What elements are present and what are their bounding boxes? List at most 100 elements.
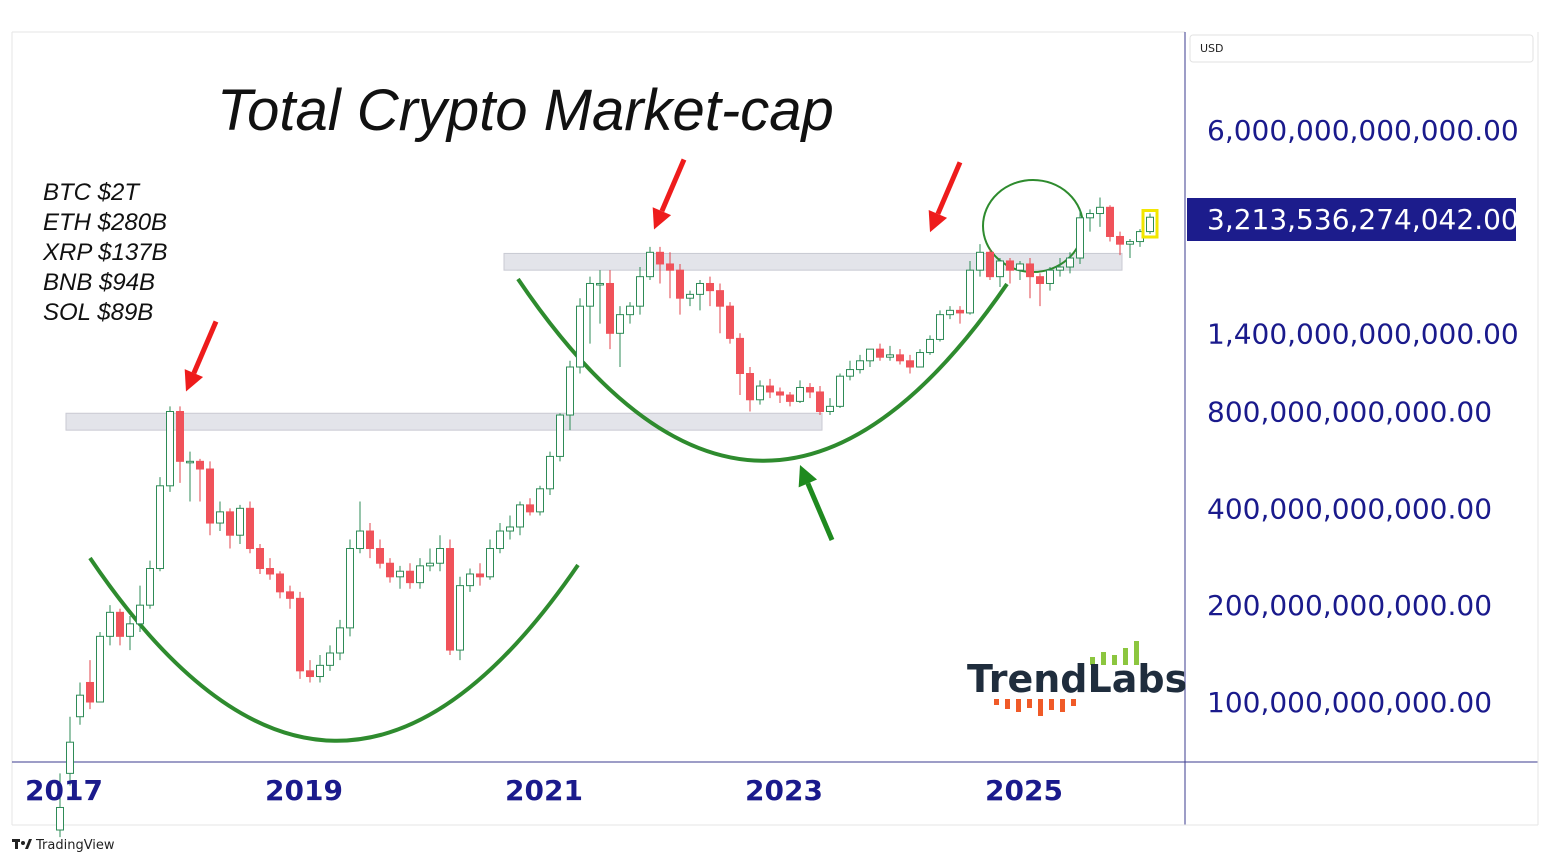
candle bbox=[666, 252, 674, 299]
price-tick: 100,000,000,000.00 bbox=[1207, 686, 1492, 719]
candle bbox=[396, 565, 404, 589]
candle bbox=[1076, 209, 1084, 264]
candle bbox=[546, 451, 554, 496]
time-axis[interactable]: 2017 2019 2021 2023 2025 bbox=[25, 774, 1063, 807]
arrows bbox=[184, 158, 963, 541]
price-tick: 1,400,000,000,000.00 bbox=[1207, 317, 1519, 350]
candle bbox=[1066, 252, 1074, 274]
logo-bars-down-icon bbox=[994, 699, 1076, 716]
candle bbox=[146, 560, 154, 609]
candle bbox=[726, 302, 734, 344]
candle bbox=[216, 501, 224, 532]
candle bbox=[76, 682, 84, 725]
candle bbox=[426, 548, 434, 572]
candle bbox=[196, 458, 204, 502]
candle bbox=[746, 367, 754, 412]
candle bbox=[966, 260, 974, 315]
candle bbox=[306, 660, 314, 683]
candle bbox=[616, 306, 624, 368]
candle bbox=[496, 523, 504, 554]
last-candle-highlight bbox=[1141, 209, 1159, 239]
candle bbox=[836, 373, 844, 409]
candle bbox=[356, 501, 364, 554]
candle bbox=[646, 246, 654, 281]
candle bbox=[576, 298, 584, 374]
candle bbox=[906, 354, 914, 374]
candle bbox=[926, 335, 934, 355]
candle bbox=[176, 406, 184, 483]
candle bbox=[376, 539, 384, 569]
candle bbox=[596, 270, 604, 324]
candle bbox=[566, 360, 574, 431]
candle bbox=[996, 258, 1004, 288]
candle bbox=[286, 585, 294, 609]
candle bbox=[1146, 213, 1154, 235]
candle bbox=[486, 539, 494, 580]
candle bbox=[756, 380, 764, 405]
price-tick: 6,000,000,000,000.00 bbox=[1207, 114, 1519, 147]
candle bbox=[476, 563, 484, 586]
holding-sol: SOL $89B bbox=[43, 299, 153, 326]
resistance-zone bbox=[65, 412, 823, 431]
year-tick: 2023 bbox=[745, 774, 823, 807]
candle bbox=[786, 391, 794, 407]
candle bbox=[916, 349, 924, 368]
candle bbox=[736, 333, 744, 396]
candle bbox=[976, 244, 984, 277]
holding-btc: BTC $2T bbox=[43, 179, 141, 206]
candle bbox=[536, 485, 544, 516]
year-tick: 2019 bbox=[265, 774, 343, 807]
price-tick: 400,000,000,000.00 bbox=[1207, 492, 1492, 525]
candle bbox=[1096, 197, 1104, 227]
logo-bars-up-icon bbox=[1090, 641, 1139, 665]
candle bbox=[696, 280, 704, 311]
candle bbox=[686, 290, 694, 307]
candles bbox=[56, 197, 1159, 838]
candle bbox=[116, 608, 124, 646]
candle bbox=[626, 302, 634, 324]
candle bbox=[226, 508, 234, 549]
logo-text: TrendLabs bbox=[967, 657, 1187, 701]
price-axis[interactable]: 6,000,000,000,000.00 1,400,000,000,000.00… bbox=[1207, 114, 1519, 719]
candle bbox=[106, 605, 114, 646]
candle bbox=[506, 515, 514, 540]
candle bbox=[236, 504, 244, 544]
cup-curve-2017-2020 bbox=[88, 556, 580, 743]
candle bbox=[296, 591, 304, 679]
candle bbox=[96, 632, 104, 703]
candle bbox=[1126, 238, 1134, 259]
candle bbox=[66, 716, 74, 786]
currency-box[interactable] bbox=[1189, 34, 1534, 63]
current-price-tag: 3,213,536,274,042.00 bbox=[1187, 198, 1519, 241]
candle bbox=[766, 378, 774, 399]
red-arrow-icon bbox=[184, 320, 219, 392]
candle bbox=[446, 539, 454, 655]
candle bbox=[1106, 205, 1114, 242]
holding-eth: ETH $280B bbox=[43, 209, 167, 236]
holding-bnb: BNB $94B bbox=[43, 269, 155, 296]
candle bbox=[186, 451, 194, 502]
candle bbox=[706, 276, 714, 307]
candle bbox=[826, 398, 834, 416]
candle bbox=[336, 619, 344, 661]
cup-curve-2021-2024 bbox=[516, 277, 1009, 463]
candle bbox=[556, 413, 564, 462]
candle bbox=[806, 383, 814, 399]
candle bbox=[716, 283, 724, 334]
year-tick: 2017 bbox=[25, 774, 103, 807]
candle bbox=[326, 645, 334, 671]
tradingview-brand[interactable]: TradingView bbox=[12, 838, 115, 853]
candle bbox=[266, 558, 274, 580]
chart-title: Total Crypto Market-cap bbox=[217, 78, 834, 143]
candle bbox=[136, 585, 144, 633]
candle bbox=[1046, 267, 1054, 291]
current-price-badge bbox=[1187, 198, 1516, 241]
currency-label: USD bbox=[1200, 42, 1224, 55]
holding-xrp: XRP $137B bbox=[42, 239, 168, 266]
green-arrow-icon bbox=[798, 465, 835, 541]
candle bbox=[56, 773, 64, 838]
red-arrow-icon bbox=[652, 158, 687, 230]
candle bbox=[776, 387, 784, 404]
candle bbox=[346, 539, 354, 637]
